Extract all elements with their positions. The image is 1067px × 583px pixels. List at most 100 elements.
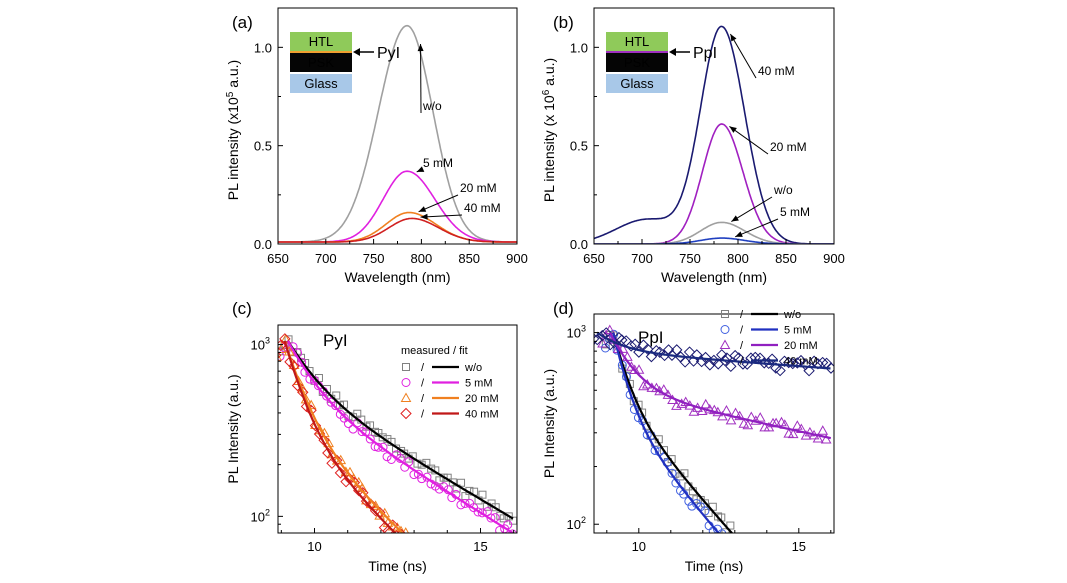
data-point-diamond	[671, 344, 683, 356]
x-axis-label: Wavelength (nm)	[344, 269, 450, 285]
data-point-triangle	[725, 414, 737, 425]
data-point-triangle	[820, 434, 832, 444]
x-tick-label: 900	[823, 251, 845, 266]
panel-label: (a)	[232, 13, 253, 32]
data-point-circle	[357, 427, 367, 437]
x-tick-label: 700	[631, 251, 653, 266]
data-point-diamond	[322, 447, 334, 459]
data-point-circle	[717, 529, 727, 533]
fit-line-wo	[612, 332, 734, 533]
data-point-square	[402, 363, 410, 371]
data-point-diamond	[400, 407, 412, 420]
data-point-square	[659, 446, 668, 455]
data-point-triangle	[597, 337, 608, 348]
panel-a: 650 700 750 800 850 900 0.0 0.5 1.0 Wavelength (n…	[225, 7, 528, 285]
annotation-arrowhead	[735, 231, 743, 237]
legend-label: 5 mM	[465, 378, 493, 390]
annotation-arrow	[418, 194, 459, 213]
legend-label: 20 mM	[465, 393, 499, 405]
annotation-label: 20 mM	[770, 140, 807, 154]
data-point-triangle	[812, 432, 824, 443]
data-point-triangle	[617, 343, 629, 353]
data-point-triangle	[719, 339, 731, 349]
data-point-square	[499, 514, 508, 523]
x-axis-label: Time (ns)	[368, 558, 427, 574]
x-tick-label: 15	[792, 539, 806, 554]
data-point-triangle	[696, 405, 708, 416]
series-line-40mM	[278, 217, 517, 243]
y-tick-label: 103	[567, 324, 586, 341]
data-point-diamond	[300, 400, 313, 413]
data-point-triangle	[400, 392, 412, 402]
data-point-square	[478, 490, 487, 499]
y-axis-label-part: PL intensity (x10	[225, 97, 241, 200]
data-point-triangle	[717, 410, 728, 421]
annotation-arrowhead	[729, 126, 737, 133]
inset-layer-label: Glass	[304, 76, 338, 91]
data-point-diamond	[719, 354, 731, 367]
annotation-arrow	[735, 218, 779, 238]
data-point-square	[378, 433, 387, 442]
legend-label: 5 mM	[784, 325, 812, 337]
data-point-square	[692, 495, 701, 504]
annotation-arrowhead	[418, 206, 427, 212]
legend-separator: /	[740, 325, 744, 337]
data-point-square	[427, 464, 436, 473]
inset-layer-label: PSK	[624, 55, 650, 70]
data-point-triangle	[817, 425, 829, 435]
fit-line-20mM	[283, 340, 405, 533]
data-point-triangle	[626, 361, 637, 371]
annotation-label: 40 mM	[758, 64, 795, 78]
data-point-circle	[297, 357, 307, 367]
inset-layer-htl	[606, 32, 668, 51]
panel-label: (c)	[232, 299, 252, 318]
data-point-diamond	[642, 343, 654, 355]
fit-line-wo	[287, 340, 514, 520]
data-point-diamond	[650, 344, 663, 357]
y-axis-label-superscript: 5	[225, 91, 236, 97]
plot-frame	[277, 324, 518, 534]
data-point-diamond	[625, 340, 637, 352]
y-tick-label: 1.0	[254, 40, 272, 55]
data-point-circle	[508, 529, 517, 533]
data-point-triangle	[754, 412, 766, 422]
inset-arrowhead	[669, 48, 676, 56]
plot-title: PyI	[323, 331, 348, 350]
x-tick-label: 850	[775, 251, 797, 266]
x-tick-label: 850	[458, 251, 480, 266]
data-point-square	[332, 391, 341, 400]
data-point-square	[457, 478, 466, 487]
panel-label: (b)	[553, 13, 574, 32]
data-point-square	[439, 473, 448, 482]
annotation-arrow	[731, 196, 773, 222]
plot-frame	[593, 313, 835, 534]
annotation-arrowhead	[731, 215, 739, 222]
x-axis-label: Wavelength (nm)	[661, 269, 767, 285]
data-point-diamond	[691, 349, 703, 361]
legend-label: 40 mM	[784, 356, 818, 368]
data-point-circle	[473, 507, 483, 517]
data-point-diamond	[725, 360, 737, 373]
plot-area	[278, 333, 517, 542]
inset-layer-psk	[290, 53, 352, 72]
y-tick-label: 102	[567, 515, 586, 532]
annotation-arrowhead	[730, 33, 737, 42]
x-tick-label: 15	[473, 539, 487, 554]
legend-separator: /	[421, 409, 425, 421]
x-tick-label: 700	[315, 251, 337, 266]
data-point-triangle	[804, 426, 816, 437]
inset-interlayer	[606, 51, 668, 53]
data-point-square	[731, 534, 738, 541]
legend: / w/o / 5 mM / 20 mM / 40 mM	[719, 309, 818, 368]
data-point-diamond	[825, 362, 834, 374]
data-point-circle	[401, 378, 411, 387]
annotation-label: 5 mM	[423, 156, 453, 170]
data-point-circle	[365, 434, 375, 444]
data-point-square	[726, 521, 735, 530]
inset-interlayer-label: PpI	[693, 45, 717, 62]
fit-line-20mM	[609, 332, 832, 440]
annotation-arrowhead	[416, 166, 425, 172]
data-point-triangle	[406, 534, 415, 542]
data-point-square	[504, 512, 513, 521]
